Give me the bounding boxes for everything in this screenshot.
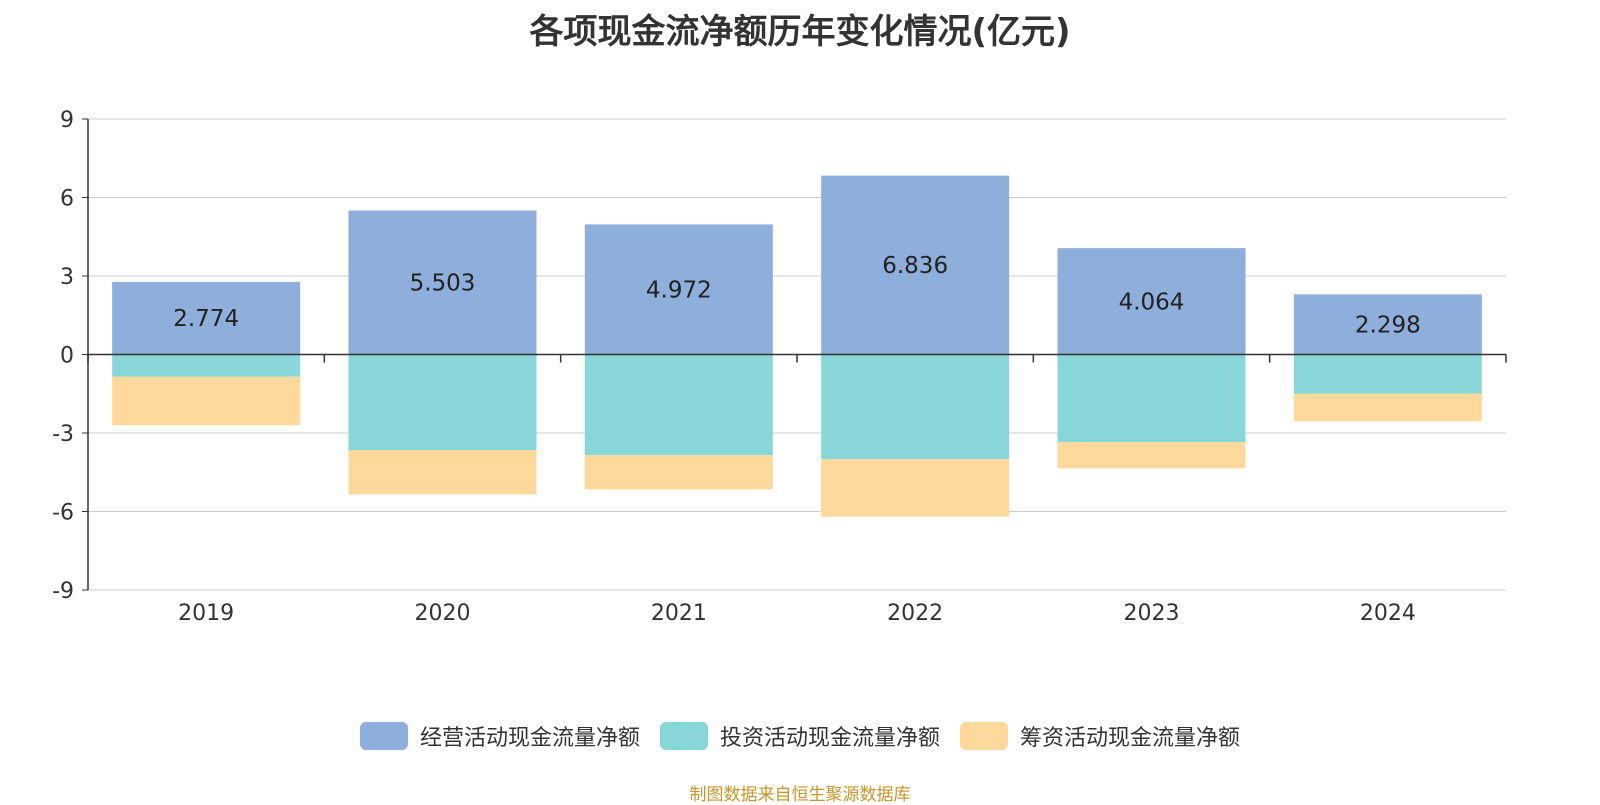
legend-label-operating: 经营活动现金流量净额 xyxy=(419,726,640,751)
y-tick-label: -6 xyxy=(52,501,74,526)
bar-0-2020 xyxy=(348,210,537,355)
data-source-note: 制图数据来自恒生聚源数据库 xyxy=(689,785,911,805)
y-tick-label: -9 xyxy=(52,579,74,604)
data-label: 2.298 xyxy=(1355,312,1421,338)
axes: 9 6 3 0 -3 -6 -9 2019 2020 2021 2022 2023 2024 xyxy=(52,108,1507,626)
y-tick-label: 0 xyxy=(60,344,74,369)
legend-swatch-financing xyxy=(960,722,1008,750)
bar-2-2021 xyxy=(584,455,773,490)
grid-lines xyxy=(88,118,1506,591)
legend-label-financing: 筹资活动现金流量净额 xyxy=(1020,726,1241,751)
data-label: 5.503 xyxy=(410,271,476,297)
legend: 经营活动现金流量净额 投资活动现金流量净额 筹资活动现金流量净额 xyxy=(0,720,1600,752)
data-label: 4.064 xyxy=(1119,289,1185,315)
bar-2-2024 xyxy=(1293,393,1482,422)
x-tick-label: 2020 xyxy=(415,601,471,626)
y-tick-label: 3 xyxy=(60,265,74,290)
data-labels: 2.774 5.503 4.972 6.836 4.064 2.298 xyxy=(173,253,1421,338)
bar-2-2019 xyxy=(112,376,301,426)
x-tick-label: 2024 xyxy=(1360,601,1416,626)
bar-1-2019 xyxy=(112,354,301,377)
legend-swatch-operating xyxy=(359,722,408,750)
stacked-bar-chart: 9 6 3 0 -3 -6 -9 2019 2020 2021 2022 2023 2024 2.774… xyxy=(52,108,1507,626)
data-label: 4.972 xyxy=(646,277,712,303)
chart-title: 各项现金流净额历年变化情况(亿元) xyxy=(529,12,1071,52)
legend-item-operating[interactable]: 经营活动现金流量净额 xyxy=(359,720,640,752)
bar-2-2022 xyxy=(821,459,1010,517)
legend-item-investing[interactable]: 投资活动现金流量净额 xyxy=(659,720,940,752)
bar-1-2022 xyxy=(821,354,1010,460)
x-tick-label: 2019 xyxy=(178,601,234,626)
x-tick-label: 2021 xyxy=(651,601,707,626)
bar-0-2023 xyxy=(1057,248,1246,355)
legend-label-investing: 投资活动现金流量净额 xyxy=(719,726,940,751)
bar-1-2023 xyxy=(1057,354,1246,443)
legend-item-financing[interactable]: 筹资活动现金流量净额 xyxy=(960,720,1240,752)
data-label: 2.774 xyxy=(173,306,239,332)
bar-0-2021 xyxy=(584,224,773,355)
legend-swatch-investing xyxy=(659,722,708,750)
y-tick-label: -3 xyxy=(52,422,74,447)
data-label: 6.836 xyxy=(882,253,948,279)
bar-1-2020 xyxy=(348,354,537,451)
y-tick-label: 6 xyxy=(60,187,74,212)
y-tick-label: 9 xyxy=(60,108,74,133)
bar-1-2021 xyxy=(584,354,773,456)
bar-0-2022 xyxy=(821,175,1010,355)
bar-0-2024 xyxy=(1293,294,1482,355)
bars xyxy=(112,175,1482,517)
bar-2-2023 xyxy=(1057,442,1246,469)
x-tick-label: 2023 xyxy=(1124,601,1180,626)
bar-0-2019 xyxy=(112,281,301,355)
x-tick-label: 2022 xyxy=(887,601,943,626)
bar-2-2020 xyxy=(348,450,537,495)
bar-1-2024 xyxy=(1293,354,1482,394)
